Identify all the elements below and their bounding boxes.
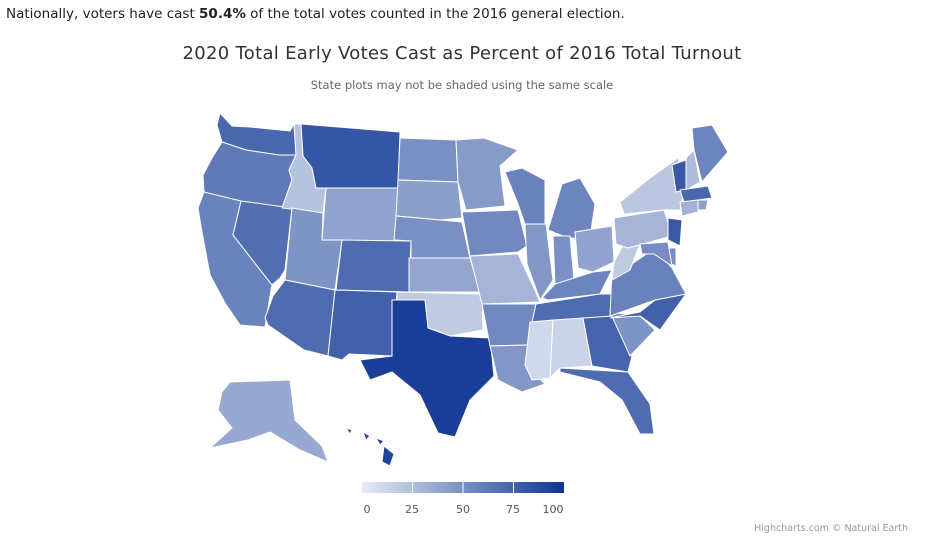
- legend-tick-0: 0: [363, 503, 371, 516]
- state-ak[interactable]: [208, 379, 329, 463]
- state-il[interactable]: [524, 223, 554, 302]
- state-az[interactable]: [264, 279, 336, 357]
- states-layer: [197, 111, 729, 467]
- state-nh[interactable]: [685, 148, 701, 191]
- state-mt[interactable]: [300, 123, 401, 189]
- state-nj[interactable]: [667, 217, 683, 247]
- state-sd[interactable]: [395, 179, 463, 221]
- state-co[interactable]: [335, 239, 412, 293]
- state-hi-part-3[interactable]: [381, 445, 395, 467]
- state-ct[interactable]: [679, 199, 699, 217]
- state-hi-part-2[interactable]: [374, 437, 385, 446]
- national-summary-text: Nationally, voters have cast 50.4% of th…: [6, 6, 625, 22]
- chart-subtitle: State plots may not be shaded using the …: [310, 78, 614, 92]
- summary-suffix: of the total votes counted in the 2016 g…: [245, 6, 625, 22]
- legend-tick-50: 50: [456, 503, 470, 516]
- state-mn[interactable]: [455, 137, 519, 211]
- state-mi[interactable]: [547, 177, 596, 239]
- state-ma[interactable]: [679, 185, 713, 203]
- state-hi[interactable]: [344, 427, 353, 435]
- state-hi-part-1[interactable]: [362, 430, 371, 441]
- state-in[interactable]: [552, 235, 575, 285]
- chart-title: 2020 Total Early Votes Cast as Percent o…: [182, 43, 742, 64]
- state-md[interactable]: [639, 241, 673, 268]
- state-ks[interactable]: [408, 257, 481, 293]
- color-axis-legend: [362, 482, 564, 493]
- state-ms[interactable]: [524, 319, 554, 381]
- legend-tick-100: 100: [542, 503, 564, 516]
- state-ri[interactable]: [697, 199, 709, 211]
- summary-prefix: Nationally, voters have cast: [6, 6, 200, 22]
- state-nd[interactable]: [397, 137, 459, 183]
- state-mo[interactable]: [469, 253, 541, 305]
- state-al[interactable]: [549, 317, 593, 380]
- state-me[interactable]: [691, 124, 729, 184]
- state-wy[interactable]: [321, 187, 399, 243]
- legend-tick-75: 75: [506, 503, 520, 516]
- state-nm[interactable]: [327, 289, 398, 361]
- summary-value: 50.4%: [199, 6, 246, 22]
- state-ia[interactable]: [461, 209, 528, 257]
- legend-tick-25: 25: [405, 503, 419, 516]
- state-oh[interactable]: [574, 225, 615, 273]
- map-credits[interactable]: Highcharts.com © Natural Earth: [754, 523, 908, 534]
- state-ga[interactable]: [582, 315, 633, 373]
- state-tx[interactable]: [359, 299, 495, 438]
- state-fl[interactable]: [559, 367, 655, 435]
